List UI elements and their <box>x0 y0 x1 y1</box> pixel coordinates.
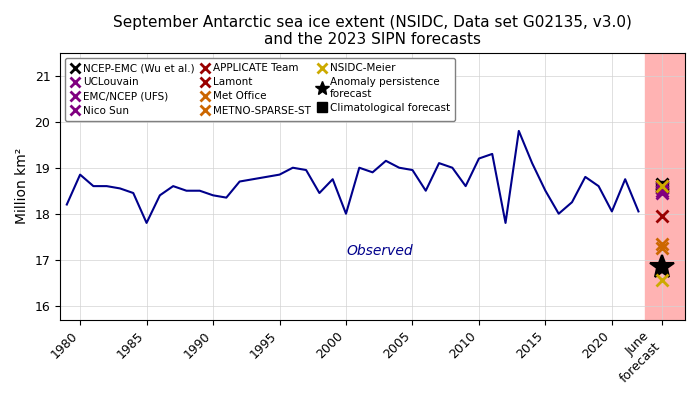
Bar <box>645 53 700 320</box>
Title: September Antarctic sea ice extent (NSIDC, Data set G02135, v3.0)
and the 2023 S: September Antarctic sea ice extent (NSID… <box>113 15 632 47</box>
Legend: NCEP-EMC (Wu et al.), UCLouvain, EMC/NCEP (UFS), Nico Sun, APPLICATE Team, Lamon: NCEP-EMC (Wu et al.), UCLouvain, EMC/NCE… <box>65 58 456 121</box>
Y-axis label: Million km²: Million km² <box>15 148 29 224</box>
Text: Observed: Observed <box>346 244 412 258</box>
